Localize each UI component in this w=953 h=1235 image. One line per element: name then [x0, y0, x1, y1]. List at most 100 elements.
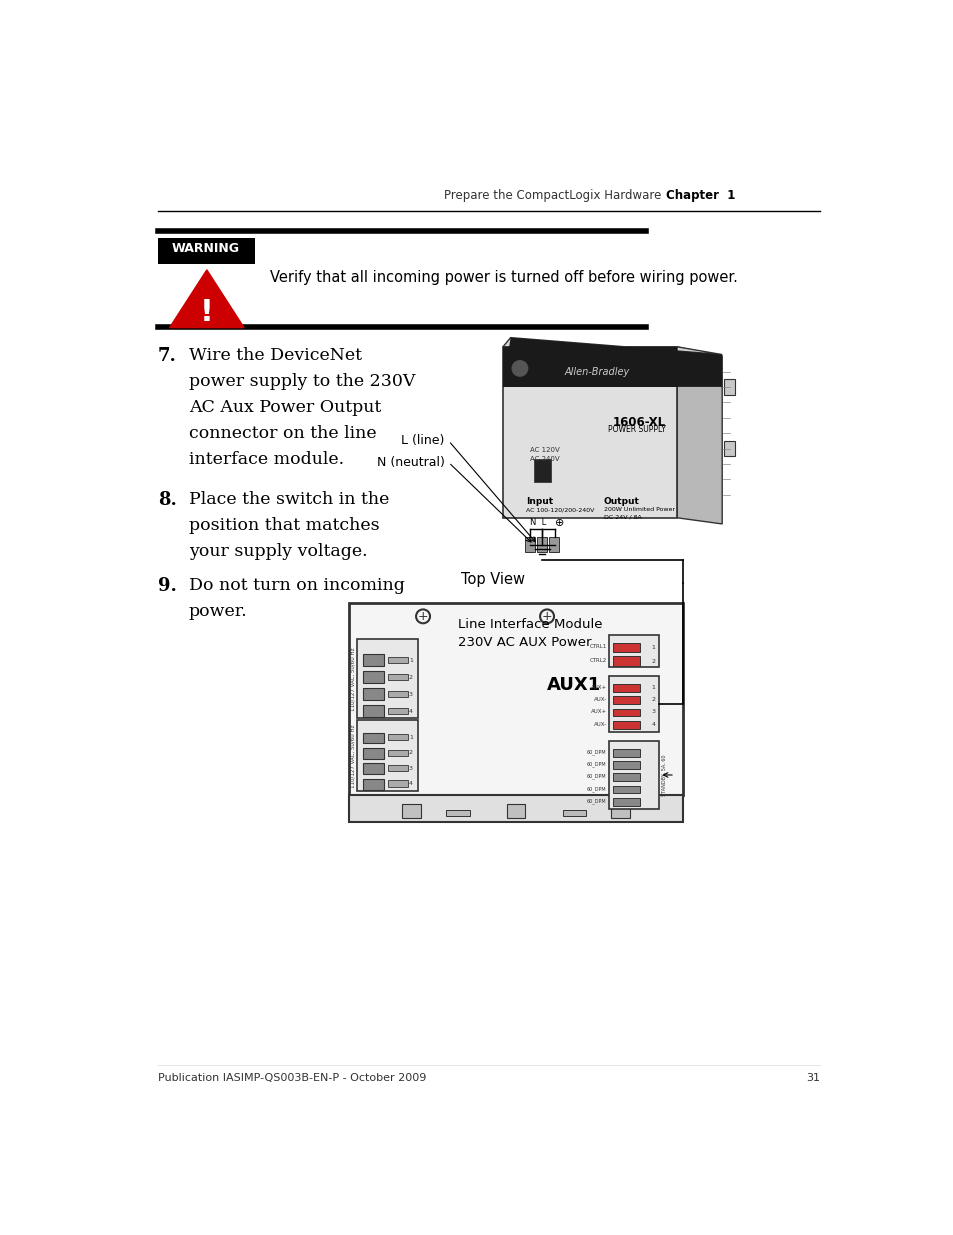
FancyBboxPatch shape: [723, 441, 735, 456]
FancyBboxPatch shape: [612, 773, 639, 782]
FancyBboxPatch shape: [388, 764, 407, 771]
FancyBboxPatch shape: [612, 798, 639, 805]
Text: 3: 3: [651, 709, 655, 714]
Text: 1: 1: [651, 684, 655, 689]
FancyBboxPatch shape: [537, 537, 546, 552]
FancyBboxPatch shape: [388, 657, 407, 663]
Text: N (neutral): N (neutral): [376, 456, 444, 469]
Text: 60_DPM: 60_DPM: [586, 785, 606, 792]
Text: Publication IASIMP-QS003B-EN-P - October 2009: Publication IASIMP-QS003B-EN-P - October…: [158, 1073, 426, 1083]
Text: 4: 4: [651, 721, 655, 726]
Polygon shape: [502, 337, 721, 387]
Text: AUX+: AUX+: [590, 684, 606, 689]
Text: 200W Unlimited Power: 200W Unlimited Power: [603, 508, 674, 513]
FancyBboxPatch shape: [388, 781, 407, 787]
Text: Chapter  1: Chapter 1: [666, 189, 735, 203]
Text: STANDBY, 5A, 60: STANDBY, 5A, 60: [661, 755, 666, 795]
FancyBboxPatch shape: [362, 748, 384, 758]
FancyBboxPatch shape: [388, 692, 407, 698]
Text: Top View: Top View: [460, 572, 524, 587]
Text: 2: 2: [409, 674, 413, 679]
Text: AC 240V: AC 240V: [530, 456, 559, 462]
FancyBboxPatch shape: [388, 674, 407, 680]
FancyBboxPatch shape: [506, 804, 525, 818]
Polygon shape: [677, 347, 721, 524]
Text: 2: 2: [409, 750, 413, 755]
Text: 60_DPM: 60_DPM: [586, 761, 606, 767]
Text: 1: 1: [409, 735, 413, 740]
FancyBboxPatch shape: [446, 810, 469, 816]
FancyBboxPatch shape: [524, 537, 534, 552]
Text: Place the switch in the
position that matches
your supply voltage.: Place the switch in the position that ma…: [189, 490, 389, 559]
FancyBboxPatch shape: [362, 655, 384, 667]
FancyBboxPatch shape: [612, 642, 639, 652]
Text: POWER SUPPLY: POWER SUPPLY: [607, 425, 665, 435]
Text: DC 24V / 8A: DC 24V / 8A: [603, 515, 640, 520]
FancyBboxPatch shape: [612, 785, 639, 793]
Text: 60_DPM: 60_DPM: [586, 798, 606, 804]
FancyBboxPatch shape: [349, 795, 682, 823]
FancyBboxPatch shape: [388, 734, 407, 740]
Text: Verify that all incoming power is turned off before wiring power.: Verify that all incoming power is turned…: [270, 270, 738, 285]
Text: +: +: [417, 610, 428, 622]
Text: 60_DPM: 60_DPM: [586, 750, 606, 755]
FancyBboxPatch shape: [612, 748, 639, 757]
FancyBboxPatch shape: [612, 721, 639, 729]
FancyBboxPatch shape: [608, 741, 659, 809]
FancyBboxPatch shape: [612, 656, 639, 666]
Text: AUX-: AUX-: [593, 697, 606, 701]
Circle shape: [512, 361, 527, 377]
Text: 8.: 8.: [158, 490, 176, 509]
Text: L (line): L (line): [401, 435, 444, 447]
Polygon shape: [170, 270, 244, 327]
Text: CTRL1: CTRL1: [589, 643, 606, 648]
FancyBboxPatch shape: [158, 237, 254, 264]
Text: AUX1: AUX1: [546, 676, 600, 694]
FancyBboxPatch shape: [612, 684, 639, 692]
Text: 3: 3: [409, 692, 413, 697]
FancyBboxPatch shape: [611, 804, 629, 818]
FancyBboxPatch shape: [549, 537, 558, 552]
FancyBboxPatch shape: [608, 677, 659, 732]
Text: +: +: [541, 610, 552, 622]
Text: 9.: 9.: [158, 577, 176, 595]
Text: CTRL2: CTRL2: [589, 658, 606, 663]
FancyBboxPatch shape: [502, 347, 677, 387]
FancyBboxPatch shape: [362, 688, 384, 700]
FancyBboxPatch shape: [356, 720, 418, 792]
Text: 110/127 VAC, 50/60 Hz: 110/127 VAC, 50/60 Hz: [350, 647, 355, 711]
FancyBboxPatch shape: [388, 708, 407, 714]
FancyBboxPatch shape: [349, 603, 682, 795]
FancyBboxPatch shape: [356, 640, 418, 718]
Text: AC 120V: AC 120V: [530, 447, 559, 453]
Text: AUX+: AUX+: [590, 709, 606, 714]
Text: 3: 3: [409, 766, 413, 771]
FancyBboxPatch shape: [388, 750, 407, 756]
FancyBboxPatch shape: [612, 761, 639, 769]
Text: N  L: N L: [530, 517, 546, 527]
Text: WARNING: WARNING: [172, 242, 240, 254]
FancyBboxPatch shape: [612, 697, 639, 704]
Text: Output: Output: [603, 496, 639, 506]
FancyBboxPatch shape: [612, 709, 639, 716]
Text: Allen-Bradley: Allen-Bradley: [564, 367, 630, 377]
Text: Input: Input: [525, 496, 553, 506]
Polygon shape: [502, 337, 721, 354]
Text: Do not turn on incoming
power.: Do not turn on incoming power.: [189, 577, 404, 620]
FancyBboxPatch shape: [608, 635, 659, 667]
FancyBboxPatch shape: [362, 671, 384, 683]
Text: ⊕: ⊕: [555, 517, 563, 527]
Text: 2: 2: [651, 658, 655, 663]
FancyBboxPatch shape: [362, 779, 384, 789]
FancyBboxPatch shape: [562, 810, 585, 816]
Text: Line Interface Module
230V AC AUX Power: Line Interface Module 230V AC AUX Power: [457, 618, 601, 648]
Text: 1: 1: [651, 645, 655, 650]
Text: AUX-: AUX-: [593, 721, 606, 726]
Text: 60_DPM: 60_DPM: [586, 773, 606, 779]
FancyBboxPatch shape: [362, 763, 384, 774]
Text: 110/127 VAC, 50/60 Hz: 110/127 VAC, 50/60 Hz: [350, 725, 355, 788]
Text: 1: 1: [409, 658, 413, 663]
Text: 1606-XL: 1606-XL: [612, 416, 665, 429]
Text: 2: 2: [651, 697, 655, 701]
FancyBboxPatch shape: [362, 705, 384, 718]
